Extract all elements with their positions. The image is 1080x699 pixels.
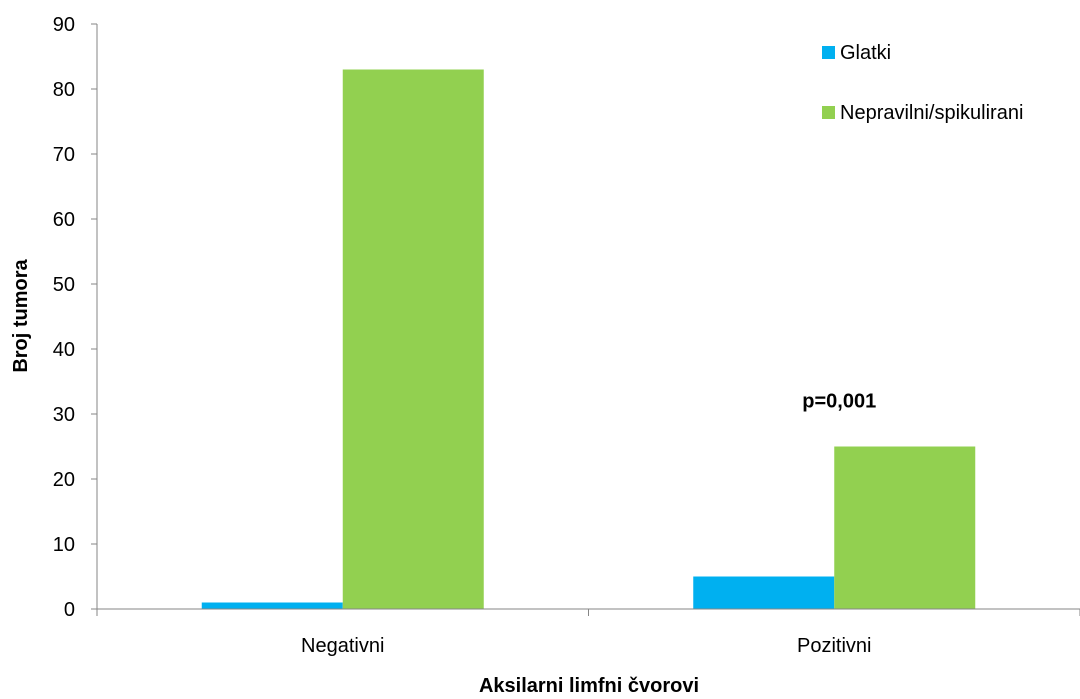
- legend-label: Glatki: [840, 42, 891, 64]
- x-axis-categories: Negativni Pozitivni: [301, 635, 871, 657]
- bar: [342, 69, 484, 609]
- y-tick-label: 70: [53, 144, 75, 166]
- y-tick-label: 40: [53, 339, 75, 361]
- legend-label: Nepravilni/spikulirani: [840, 102, 1023, 124]
- x-axis-title: Aksilarni limfni čvorovi: [479, 675, 699, 697]
- y-tick-label: 20: [53, 469, 75, 491]
- x-category-label: Negativni: [301, 635, 384, 657]
- bars: [201, 69, 976, 609]
- legend-swatch: [822, 46, 835, 59]
- y-tick-label: 60: [53, 209, 75, 231]
- x-category-label: Pozitivni: [797, 635, 871, 657]
- p-value-annotation: p=0,001: [802, 391, 876, 413]
- y-tick-label: 0: [64, 599, 75, 621]
- bar: [834, 446, 976, 609]
- y-axis-title: Broj tumora: [10, 258, 32, 372]
- y-tick-label: 50: [53, 274, 75, 296]
- y-tick-label: 30: [53, 404, 75, 426]
- y-tick-label: 10: [53, 534, 75, 556]
- bar: [201, 602, 343, 609]
- y-tick-label: 80: [53, 79, 75, 101]
- legend: Glatki Nepravilni/spikulirani: [822, 42, 1023, 124]
- y-tick-label: 90: [53, 14, 75, 36]
- bar: [693, 576, 835, 609]
- legend-swatch: [822, 106, 835, 119]
- y-axis-ticks: 0 10 20 30 40 50 60 70 80 90: [53, 14, 97, 621]
- x-axis-ticks: [96, 609, 1080, 616]
- annotations: p=0,001: [802, 391, 876, 413]
